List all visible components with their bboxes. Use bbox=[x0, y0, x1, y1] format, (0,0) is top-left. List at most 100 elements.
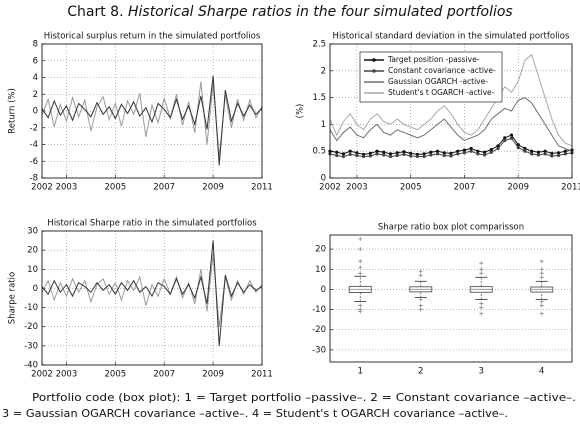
y-tick-label: 0 bbox=[33, 284, 38, 294]
series-marker bbox=[422, 154, 426, 159]
y-tick-label: 0 bbox=[321, 285, 326, 295]
y-tick-label: 20 bbox=[27, 246, 38, 256]
outlier bbox=[358, 237, 363, 242]
series-marker bbox=[442, 153, 446, 158]
series-marker bbox=[362, 154, 366, 159]
y-tick-label: 4 bbox=[33, 73, 38, 83]
series-marker bbox=[429, 150, 433, 154]
legend-label: Gaussian OGARCH -active- bbox=[388, 77, 488, 86]
outlier bbox=[418, 297, 423, 302]
outlier bbox=[358, 265, 363, 270]
series-marker bbox=[449, 151, 453, 155]
series-marker bbox=[462, 148, 467, 152]
x-tick-label: 2011 bbox=[251, 370, 273, 380]
series-marker bbox=[402, 152, 406, 157]
series-marker bbox=[563, 152, 567, 156]
series-line bbox=[329, 53, 573, 147]
x-tick-label: 2009 bbox=[202, 183, 224, 193]
y-tick-label: -10 bbox=[312, 305, 326, 315]
outlier bbox=[358, 259, 363, 264]
series-marker bbox=[382, 150, 386, 154]
series-marker bbox=[543, 149, 547, 153]
series-marker bbox=[530, 152, 534, 156]
y-tick-label: -40 bbox=[24, 361, 38, 371]
series-marker bbox=[523, 149, 527, 153]
series-marker bbox=[476, 149, 480, 153]
series-marker bbox=[536, 150, 540, 154]
series-marker bbox=[543, 152, 547, 156]
legend-swatch-marker bbox=[372, 58, 376, 62]
series-marker bbox=[388, 152, 393, 156]
y-tick-label: 2 bbox=[321, 66, 326, 76]
y-tick-label: 0.5 bbox=[312, 147, 326, 157]
series-marker bbox=[563, 149, 567, 153]
x-tick-label: 2003 bbox=[56, 183, 78, 193]
legend-swatch-marker bbox=[372, 69, 376, 73]
plot-frame bbox=[41, 230, 263, 366]
series-line bbox=[41, 75, 263, 166]
series-marker bbox=[550, 151, 554, 155]
figure-title: Chart 8. Historical Sharpe ratios in the… bbox=[67, 4, 512, 20]
series-marker bbox=[422, 152, 426, 156]
legend-label: Student's t OGARCH -active- bbox=[388, 88, 495, 97]
x-tick-label: 2002 bbox=[319, 183, 341, 193]
outlier bbox=[358, 309, 363, 314]
y-tick-label: -8 bbox=[30, 174, 38, 184]
series-marker bbox=[375, 149, 379, 153]
series-marker bbox=[375, 152, 379, 156]
series-line bbox=[41, 240, 263, 346]
y-axis-label: Return (%) bbox=[8, 88, 18, 134]
x-tick-label: 2002 bbox=[31, 183, 53, 193]
outlier bbox=[358, 247, 363, 252]
x-tick-label: 2011 bbox=[561, 183, 580, 193]
series-marker bbox=[556, 151, 561, 155]
x-tick-label: 2005 bbox=[105, 183, 127, 193]
series-line bbox=[329, 97, 573, 152]
series-marker bbox=[509, 133, 514, 137]
x-tick-label: 2009 bbox=[202, 370, 224, 380]
outlier bbox=[539, 271, 544, 276]
outlier bbox=[479, 305, 484, 310]
series-marker bbox=[388, 154, 393, 159]
legend-label: Constant covariance -active- bbox=[388, 66, 496, 75]
series-line bbox=[41, 81, 263, 158]
x-tick-label: 2005 bbox=[400, 183, 422, 193]
series-marker bbox=[435, 152, 440, 156]
chart-title: Historical standard deviation in the sim… bbox=[333, 32, 570, 42]
series-marker bbox=[449, 154, 453, 158]
series-marker bbox=[509, 136, 514, 140]
y-axis-label: (%) bbox=[296, 104, 306, 119]
x-tick-label: 2007 bbox=[153, 370, 175, 380]
y-tick-label: -20 bbox=[24, 322, 38, 332]
series-marker bbox=[456, 149, 460, 153]
series-marker bbox=[395, 153, 399, 158]
series-marker bbox=[496, 146, 500, 151]
series-marker bbox=[402, 150, 406, 154]
y-axis-label: Sharpe ratio bbox=[8, 272, 18, 324]
x-tick-label: 2009 bbox=[507, 183, 529, 193]
y-tick-label: 2.5 bbox=[312, 40, 326, 50]
outlier bbox=[418, 273, 423, 278]
outlier bbox=[539, 311, 544, 316]
series-marker bbox=[536, 153, 540, 157]
series-marker bbox=[523, 146, 527, 151]
outlier bbox=[479, 261, 484, 266]
legend-label: Target position -passive- bbox=[387, 55, 480, 64]
y-tick-label: 0 bbox=[321, 174, 326, 184]
y-tick-label: -20 bbox=[312, 325, 326, 335]
outlier bbox=[479, 301, 484, 306]
series-marker bbox=[415, 154, 419, 159]
x-tick-label: 2007 bbox=[454, 183, 476, 193]
outlier bbox=[418, 303, 423, 308]
outlier bbox=[539, 275, 544, 280]
series-marker bbox=[341, 152, 346, 156]
series-marker bbox=[348, 152, 352, 157]
y-tick-label: 0 bbox=[33, 107, 38, 117]
series-marker bbox=[368, 151, 372, 155]
series-marker bbox=[503, 138, 507, 143]
series-marker bbox=[409, 154, 413, 158]
series-marker bbox=[368, 154, 372, 158]
x-tick-label: 2002 bbox=[31, 370, 53, 380]
series-marker bbox=[335, 150, 339, 154]
y-tick-label: 20 bbox=[315, 245, 326, 255]
